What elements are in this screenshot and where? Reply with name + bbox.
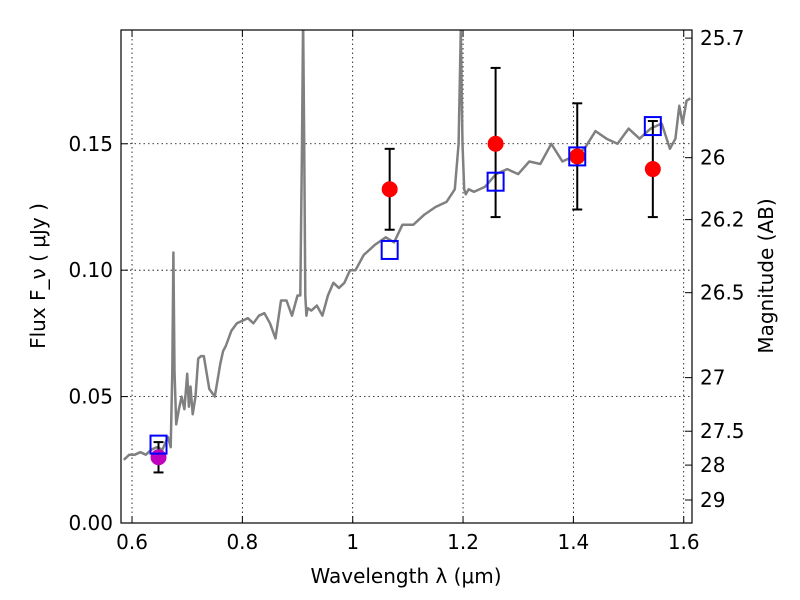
- right-tick-label: 28: [700, 453, 725, 477]
- right-axis-title: Magnitude (AB): [754, 198, 778, 353]
- tick-layer: 0.6 0.8 1 1.2 1.4 1.6 0.00 0.05 0.10 0.15 25.7 26 26…: [68, 26, 744, 554]
- right-tick-label: 27.5: [700, 419, 745, 443]
- model-point: [380, 239, 399, 260]
- y-axis-title: Flux F_ν ( μJy ): [26, 203, 50, 349]
- spectrum-line: [122, 30, 691, 461]
- x-tick-label: 1.6: [668, 530, 700, 554]
- right-tick-label: 25.7: [700, 26, 745, 50]
- x-tick-label: 1.4: [557, 530, 589, 554]
- model-point: [149, 434, 168, 455]
- optical-point: [150, 449, 167, 466]
- observed-point: [569, 148, 586, 165]
- x-tick-label: 0.6: [116, 530, 148, 554]
- y-tick-label: 0.10: [68, 258, 113, 282]
- y-tick-label: 0.05: [68, 385, 113, 409]
- grid-layer: [121, 30, 692, 523]
- right-tick-label: 26: [700, 146, 725, 170]
- x-tick-label: 1: [346, 530, 359, 554]
- plot-area: [122, 30, 691, 474]
- model-point: [486, 171, 505, 192]
- y-tick-label: 0.00: [68, 511, 113, 535]
- observed-point: [381, 181, 398, 198]
- model-point: [568, 146, 587, 167]
- model-point: [643, 116, 662, 137]
- right-tick-label: 27: [700, 366, 725, 390]
- x-tick-label: 0.8: [226, 530, 258, 554]
- plot-frame: [120, 29, 693, 524]
- x-tick-label: 1.2: [447, 530, 479, 554]
- x-axis-title: Wavelength λ (μm): [310, 564, 501, 588]
- observed-point: [644, 161, 661, 178]
- observed-point: [487, 135, 504, 152]
- plot-layer: [122, 30, 691, 474]
- right-tick-label: 26.2: [700, 208, 745, 232]
- right-tick-label: 26.5: [700, 281, 745, 305]
- y-tick-label: 0.15: [68, 132, 113, 156]
- right-tick-label: 29: [700, 488, 725, 512]
